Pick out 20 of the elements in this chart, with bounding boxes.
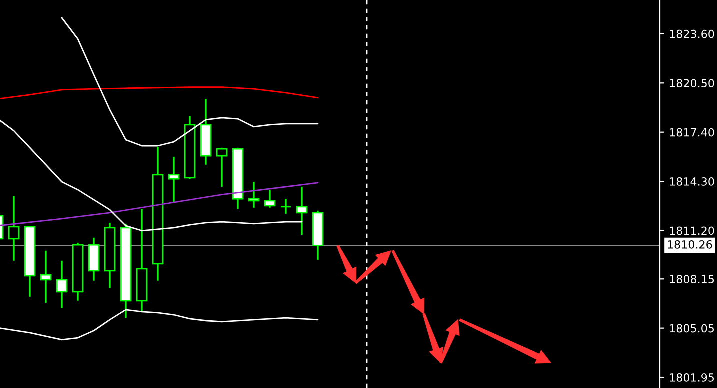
line-series [0, 182, 319, 227]
y-tick-label: 1814.30 [670, 178, 714, 186]
candlestick [248, 181, 260, 209]
y-tick-label: 1811.20 [670, 226, 714, 236]
candlestick [216, 147, 228, 188]
candlestick [264, 189, 276, 209]
candlestick [280, 198, 292, 215]
y-tick-label: 1808.15 [670, 275, 714, 284]
line-series [0, 86, 319, 100]
line-series [0, 309, 319, 341]
candlestick [8, 195, 20, 262]
y-tick-label: 1817.40 [670, 128, 714, 137]
candlestick [168, 156, 180, 204]
candlestick [40, 250, 52, 304]
candlestick [56, 260, 68, 309]
ref-line-label: 1810.26 [668, 240, 712, 249]
y-tick-label: 1820.50 [670, 79, 714, 88]
y-tick-label: 1823.60 [670, 30, 714, 38]
y-tick-label: 1805.05 [670, 324, 714, 333]
y-tick-label: 1801.95 [670, 374, 714, 382]
